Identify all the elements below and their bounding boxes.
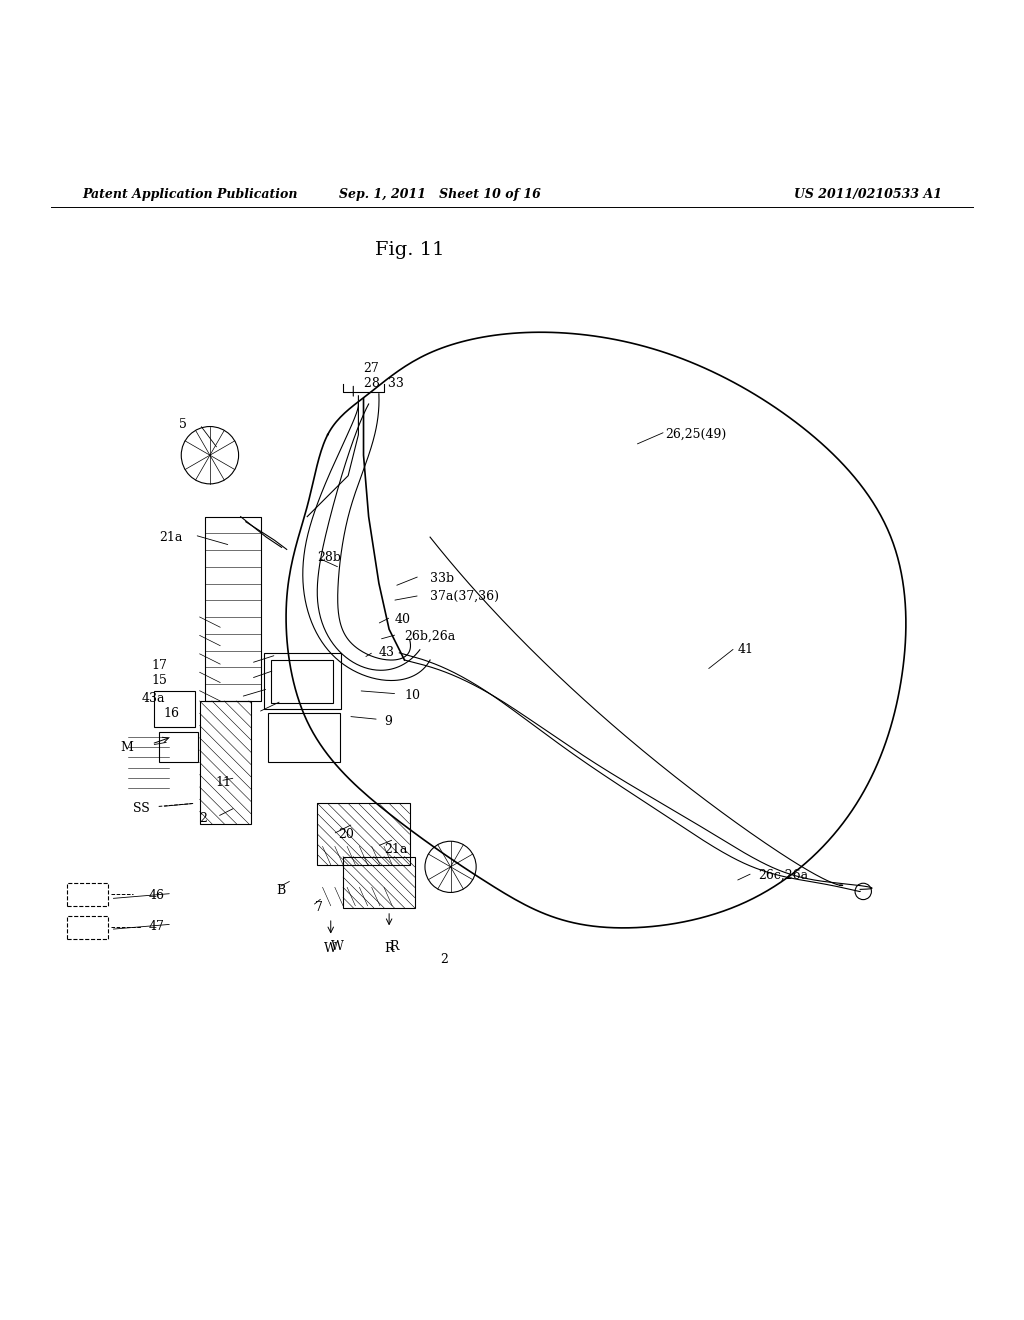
Text: 33b: 33b [430, 572, 455, 585]
Text: B: B [276, 884, 286, 896]
Text: 47: 47 [148, 920, 165, 933]
Bar [343, 857, 415, 908]
Text: 28  33: 28 33 [364, 378, 403, 389]
Text: SS: SS [133, 803, 150, 814]
Text: M: M [121, 741, 134, 754]
Text: 40: 40 [394, 612, 411, 626]
Bar [154, 690, 195, 726]
Bar [205, 516, 261, 701]
Text: 16: 16 [164, 706, 180, 719]
Bar [264, 653, 341, 709]
Text: 43: 43 [379, 647, 395, 659]
Text: 17: 17 [152, 659, 168, 672]
Text: 27: 27 [364, 362, 379, 375]
Text: 7: 7 [315, 902, 324, 915]
Bar [200, 701, 251, 824]
Text: 26,25(49): 26,25(49) [666, 428, 727, 441]
Text: Fig. 11: Fig. 11 [375, 242, 444, 260]
Text: 9: 9 [384, 715, 392, 727]
Text: R: R [384, 942, 394, 956]
Text: 10: 10 [404, 689, 421, 702]
Bar [159, 731, 198, 763]
Circle shape [181, 426, 239, 484]
Text: W: W [331, 940, 344, 953]
Bar [271, 660, 333, 704]
Text: 28b: 28b [317, 552, 341, 564]
Bar [67, 916, 108, 939]
Text: R: R [389, 940, 398, 953]
Text: Patent Application Publication: Patent Application Publication [82, 187, 297, 201]
Text: 15: 15 [152, 675, 168, 686]
Text: 5: 5 [179, 418, 187, 430]
Text: 21a: 21a [159, 531, 182, 544]
Text: 2: 2 [200, 812, 208, 825]
Text: 46: 46 [148, 890, 165, 902]
Text: 26c,26a: 26c,26a [758, 869, 808, 882]
Bar [317, 804, 410, 865]
Bar [268, 713, 340, 763]
Bar [67, 883, 108, 906]
Text: 11: 11 [215, 776, 231, 789]
Text: Sep. 1, 2011   Sheet 10 of 16: Sep. 1, 2011 Sheet 10 of 16 [339, 187, 542, 201]
Circle shape [425, 841, 476, 892]
Text: 2: 2 [440, 953, 449, 965]
Text: 26b,26a: 26b,26a [404, 630, 456, 643]
Text: 21a: 21a [384, 843, 408, 855]
Text: 41: 41 [737, 643, 754, 656]
Text: 43a: 43a [141, 693, 165, 705]
Text: US 2011/0210533 A1: US 2011/0210533 A1 [794, 187, 942, 201]
Text: 37a(37,36): 37a(37,36) [430, 590, 499, 603]
Text: W: W [325, 942, 337, 956]
Text: 20: 20 [338, 828, 354, 841]
